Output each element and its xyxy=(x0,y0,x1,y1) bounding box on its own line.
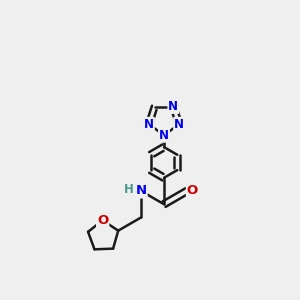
Text: O: O xyxy=(97,214,108,227)
Text: O: O xyxy=(187,184,198,197)
Text: N: N xyxy=(136,184,147,197)
Text: N: N xyxy=(168,100,178,113)
Text: H: H xyxy=(124,183,134,196)
Text: N: N xyxy=(174,118,184,131)
Text: N: N xyxy=(159,129,169,142)
Text: N: N xyxy=(144,118,154,131)
